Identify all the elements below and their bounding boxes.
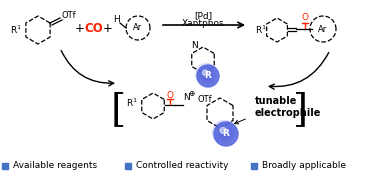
Circle shape	[220, 129, 230, 138]
Text: R: R	[204, 72, 211, 80]
Circle shape	[214, 122, 238, 146]
Circle shape	[197, 65, 219, 87]
Text: Xantphos: Xantphos	[182, 20, 224, 28]
Text: +: +	[103, 22, 113, 35]
Text: Controlled reactivity: Controlled reactivity	[136, 161, 228, 171]
Text: +: +	[75, 22, 85, 35]
Text: OTf: OTf	[197, 95, 212, 103]
Text: tunable: tunable	[255, 96, 297, 106]
Circle shape	[195, 63, 217, 85]
Text: Broadly applicable: Broadly applicable	[262, 161, 346, 171]
Text: R$^1$: R$^1$	[126, 97, 138, 109]
Circle shape	[215, 123, 234, 142]
Circle shape	[202, 70, 213, 81]
Circle shape	[198, 66, 215, 83]
Text: $\oplus$: $\oplus$	[188, 90, 196, 98]
Circle shape	[204, 72, 211, 79]
Text: R$^1$: R$^1$	[10, 24, 22, 36]
Text: Ar: Ar	[318, 25, 328, 33]
Text: R: R	[223, 130, 229, 138]
Text: [: [	[110, 91, 125, 129]
Text: H: H	[114, 15, 120, 25]
Circle shape	[214, 122, 235, 143]
Text: OTf: OTf	[62, 12, 77, 20]
Circle shape	[200, 68, 214, 82]
Circle shape	[219, 127, 231, 139]
Text: ]: ]	[293, 91, 308, 129]
Text: electrophile: electrophile	[255, 108, 321, 118]
Text: Available reagents: Available reagents	[13, 161, 97, 171]
Text: N: N	[183, 93, 189, 103]
Text: R$^1$: R$^1$	[255, 24, 267, 36]
Circle shape	[216, 124, 233, 141]
Text: O: O	[302, 14, 308, 22]
Text: CO: CO	[85, 22, 103, 35]
Circle shape	[203, 71, 212, 80]
Circle shape	[220, 127, 226, 133]
Circle shape	[197, 65, 217, 84]
Text: [Pd]: [Pd]	[194, 12, 212, 20]
Text: Ar: Ar	[133, 23, 143, 33]
Circle shape	[212, 120, 236, 144]
Text: O: O	[166, 90, 174, 100]
Circle shape	[199, 67, 215, 83]
Circle shape	[218, 126, 232, 140]
Circle shape	[222, 130, 229, 137]
Text: N: N	[192, 41, 198, 51]
Circle shape	[203, 70, 208, 75]
